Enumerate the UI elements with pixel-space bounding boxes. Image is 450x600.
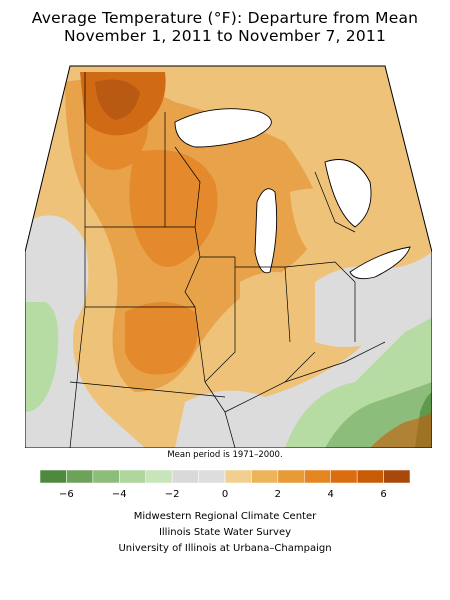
legend-cell — [119, 470, 146, 484]
state-boundaries — [69, 72, 386, 448]
legend-tick-label: 4 — [328, 489, 334, 500]
legend-cell — [92, 470, 120, 484]
map-frame — [25, 65, 432, 448]
legend-cell — [356, 470, 384, 484]
legend-cell — [330, 470, 358, 484]
legend-tick-label: 6 — [380, 489, 386, 500]
legend-cell — [40, 470, 67, 484]
map-field — [25, 66, 432, 448]
map-title-line1: Average Temperature (°F): Departure from… — [31, 9, 419, 27]
lake-shorelines — [174, 108, 411, 280]
legend-cell — [277, 470, 305, 484]
legend-tick-label: −2 — [165, 489, 180, 500]
legend-cell — [198, 470, 226, 484]
credit-uiuc: University of Illinois at Urbana–Champai… — [118, 543, 332, 554]
temperature-departure-map — [25, 65, 432, 448]
credit-mrcc: Midwestern Regional Climate Center — [133, 511, 317, 522]
lake-michigan — [255, 188, 277, 273]
orange-region-missouri — [125, 302, 198, 375]
light-orange-region-michigan — [290, 188, 346, 262]
gray-region-east — [315, 252, 432, 347]
legend-color-bar — [40, 470, 410, 484]
legend-cell — [145, 470, 173, 484]
legend-tick-labels: −6−4−202468 — [59, 489, 387, 500]
legend-cell — [66, 470, 94, 484]
legend-cell — [251, 470, 279, 484]
lake-erie — [350, 247, 410, 279]
color-legend: −6−4−202468 — [40, 470, 410, 500]
green-region-southwest — [25, 302, 59, 412]
orange-region-southeast-corner — [370, 412, 432, 448]
lake-superior — [175, 108, 272, 147]
legend-tick-label: −6 — [59, 489, 74, 500]
map-title-line2: November 1, 2011 to November 7, 2011 — [63, 27, 387, 45]
credit-isws: Illinois State Water Survey — [158, 527, 292, 538]
legend-cell — [171, 470, 199, 484]
light-orange-region-indiana — [240, 272, 308, 345]
orange-region-wisconsin — [129, 150, 218, 267]
mean-period-note: Mean period is 1971–2000. — [167, 450, 283, 460]
legend-cell — [383, 470, 410, 484]
lake-huron — [325, 159, 371, 227]
gray-region-west — [25, 215, 145, 448]
legend-cell — [224, 470, 252, 484]
legend-cell — [304, 470, 331, 484]
brown-region-north — [95, 79, 140, 120]
legend-tick-label: −4 — [112, 489, 127, 500]
legend-tick-label: 0 — [222, 489, 228, 500]
legend-tick-label: 2 — [275, 489, 281, 500]
